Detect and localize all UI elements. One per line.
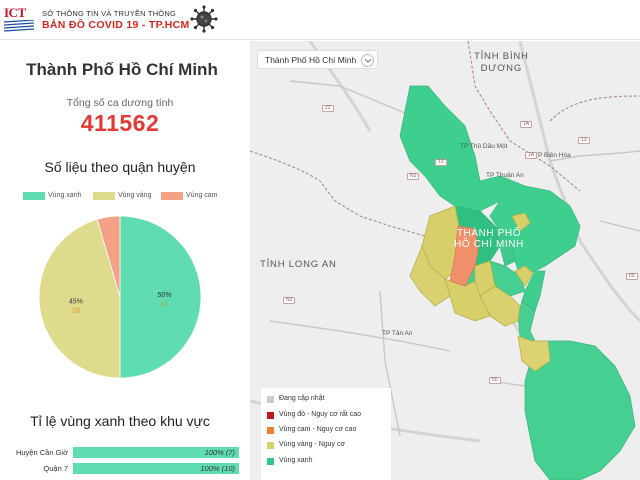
city-select-value: Thành Phố Hồ Chí Minh — [265, 55, 357, 65]
legend-swatch — [93, 192, 115, 200]
pie-slice[interactable] — [119, 215, 202, 379]
road-badge: 22 — [322, 105, 334, 112]
org-name: SỞ THÔNG TIN VÀ TRUYỀN THÔNG — [42, 9, 176, 18]
map-label-hcm: THÀNH PHỐ HỒ CHÍ MINH — [454, 228, 524, 250]
map-legend-label: Vùng cam - Nguy cơ cao — [279, 426, 357, 433]
app-header: ICT SỞ THÔNG TIN VÀ TRUYỀN THÔNG BẢN ĐỒ … — [0, 0, 640, 40]
road-badge: N2 — [407, 173, 420, 180]
pie-percent-label: 50% — [158, 292, 172, 299]
ratio-bar-value: 100% (10) — [200, 464, 235, 473]
map-label-thuan-an: TP Thuận An — [486, 172, 524, 179]
stats-panel: Thành Phố Hồ Chí Minh Tổng số ca dương t… — [0, 41, 244, 480]
district-pie-chart: 50% 11 45% 10 — [38, 215, 202, 379]
map-view[interactable]: Thành Phố Hồ Chí Minh TỈNH BÌNH DƯƠNG TỈ… — [250, 41, 640, 480]
road-badge: 50 — [489, 377, 501, 384]
map-label-long-an: TỈNH LONG AN — [260, 259, 337, 270]
legend-swatch — [267, 396, 274, 403]
app-name: BẢN ĐỒ COVID 19 - TP.HCM — [42, 19, 190, 31]
logo-lines-icon — [4, 20, 34, 32]
pie-count-label: 11 — [161, 301, 168, 308]
legend-label: Vùng xanh — [48, 192, 82, 199]
pie-slice[interactable] — [96, 215, 121, 298]
legend-swatch — [161, 192, 183, 200]
map-legend-label: Vùng vàng - Nguy cơ — [279, 441, 346, 448]
legend-swatch — [267, 427, 274, 434]
ratio-bar-row[interactable]: Quận 7 100% (10) — [0, 463, 244, 475]
map-label-tan-an: TP Tân An — [382, 330, 413, 337]
road-badge: 13 — [578, 137, 590, 144]
map-label-bien-hoa: TP Biên Hòa — [534, 152, 571, 159]
road-badge: N2 — [283, 297, 296, 304]
map-legend: Đang cập nhật Vùng đỏ - Nguy cơ rất cao … — [261, 388, 391, 480]
map-label-binh-duong: TỈNH BÌNH DƯƠNG — [474, 51, 529, 74]
legend-swatch — [23, 192, 45, 200]
ratio-bar-label: Quận 7 — [43, 464, 68, 473]
road-badge: 1A — [520, 121, 533, 128]
city-select[interactable]: Thành Phố Hồ Chí Minh — [257, 50, 378, 69]
total-cases-value: 411562 — [80, 110, 160, 136]
ratio-bar-row[interactable]: Huyện Cần Giờ 100% (7) — [0, 447, 244, 459]
road-badge: 60 — [626, 273, 638, 280]
city-title: Thành Phố Hồ Chí Minh — [26, 60, 218, 79]
pie-slice[interactable] — [38, 218, 121, 379]
road-badge: 13 — [435, 159, 447, 166]
legend-swatch — [267, 442, 274, 449]
legend-label: Vùng vàng — [118, 192, 152, 199]
road-badge: 1A — [525, 152, 538, 159]
district-section-title: Số liệu theo quận huyện — [44, 159, 196, 175]
ratio-bar-fill — [73, 463, 239, 474]
map-legend-label: Đang cập nhật — [279, 395, 325, 402]
ratio-bar-value: 100% (7) — [204, 448, 235, 457]
ratio-bar-label: Huyện Cần Giờ — [15, 448, 68, 457]
map-legend-label: Vùng xanh — [279, 457, 313, 464]
ratio-bar-fill — [73, 447, 239, 458]
pie-legend: Vùng xanh Vùng vàng Vùng cam — [0, 191, 244, 203]
map-legend-label: Vùng đỏ - Nguy cơ rất cao — [279, 411, 362, 418]
chevron-down-icon — [361, 54, 374, 67]
legend-swatch — [267, 412, 274, 419]
pie-count-label: 10 — [72, 307, 80, 314]
ratio-bar-track: 100% (7) — [73, 447, 239, 458]
logo-text: ICT — [4, 5, 26, 20]
ratio-bar-track: 100% (10) — [73, 463, 239, 474]
legend-swatch — [267, 458, 274, 465]
legend-label: Vùng cam — [186, 192, 218, 199]
orange-district-shape[interactable] — [449, 225, 479, 287]
total-cases-label: Tổng số ca dương tính — [66, 97, 174, 109]
virus-icon — [190, 5, 218, 33]
pie-percent-label: 45% — [69, 298, 83, 305]
ict-logo[interactable]: ICT — [2, 3, 34, 33]
map-label-thu-dau-mot: TP Thủ Dầu Một — [460, 143, 508, 150]
ratio-section-title: Tỉ lệ vùng xanh theo khu vực — [30, 413, 210, 429]
